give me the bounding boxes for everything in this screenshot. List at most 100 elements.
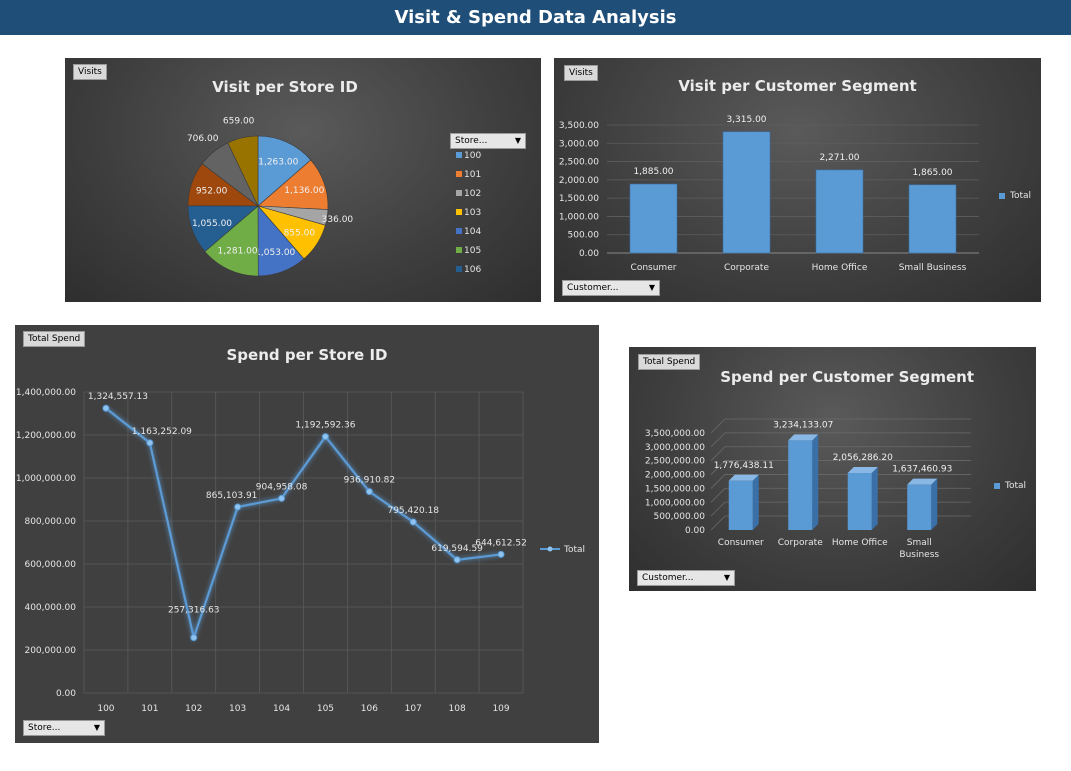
y-tick-label: 0.00 [56, 689, 76, 699]
x-tick-label: Small [907, 538, 932, 548]
gridline [710, 432, 971, 448]
y-tick-label: 3,000.00 [559, 139, 599, 149]
visits-field-button[interactable]: Visits [564, 65, 598, 81]
dropdown-arrow-icon: ▼ [93, 723, 100, 732]
data-point-104 [278, 494, 286, 502]
legend-label-101: 101 [464, 170, 481, 180]
y-tick-label: 2,000,000.00 [645, 471, 705, 481]
pie-data-label: 855.00 [284, 228, 316, 238]
x-tick-label: 103 [229, 704, 246, 714]
pie-data-label: 952.00 [196, 186, 228, 196]
bar-data-label: 3,315.00 [726, 115, 766, 125]
y-tick-label: 800,000.00 [24, 517, 76, 527]
spend-per-store-chart: 0.00 200,000.00 400,000.00 600,000.00 800,00… [15, 325, 599, 743]
bar-consumer [728, 480, 753, 530]
store-filter-dropdown[interactable]: Store... ▼ [23, 720, 105, 736]
data-point-108 [453, 556, 461, 564]
gridline [710, 487, 971, 503]
pie-data-label: 1,263.00 [258, 157, 298, 167]
x-tick-label: 106 [361, 704, 378, 714]
spend-per-store-plot: 0.00 200,000.00 400,000.00 600,000.00 800,00… [16, 388, 585, 714]
store-filter-label: Store... [28, 723, 61, 733]
pie-data-label: 1,055.00 [192, 219, 232, 229]
legend-label: Total [1010, 191, 1032, 201]
data-point-105 [321, 433, 329, 441]
legend-label-106: 106 [464, 265, 481, 275]
legend-swatch [999, 192, 1005, 199]
x-tick-label: Business [899, 550, 939, 560]
bar-home-office [847, 473, 872, 530]
legend-label-105: 105 [464, 246, 481, 256]
pie-slice-105 [204, 205, 259, 277]
y-tick-label: 0.00 [685, 526, 705, 536]
legend-swatch [456, 228, 462, 234]
bar-side-small-business [931, 478, 938, 530]
visit-per-store-chart: 1,263.00 1,136.00 336.00 855.00 1,053.00 1,28… [65, 58, 541, 302]
legend-swatch [456, 266, 462, 272]
customer-filter-dropdown[interactable]: Customer... ▼ [562, 280, 660, 296]
store-filter-dropdown[interactable]: Store... ▼ [450, 133, 526, 149]
bar-data-label: 2,271.00 [819, 153, 859, 163]
bar-home-office [815, 169, 864, 254]
line-data-label: 795,420.18 [387, 506, 439, 516]
total-spend-field-button[interactable]: Total Spend [23, 331, 86, 347]
bar-data-label: 1,776,438.11 [714, 461, 774, 471]
y-tick-label: 3,000,000.00 [645, 443, 705, 453]
x-tick-label: 109 [492, 704, 509, 714]
gridline [710, 460, 971, 475]
bar-data-label: 1,865.00 [912, 168, 952, 178]
legend-swatch [456, 152, 462, 158]
x-tick-label: Consumer [631, 263, 677, 273]
bar-top-corporate [788, 434, 819, 441]
data-point-102 [190, 634, 198, 642]
y-tick-label: 2,000.00 [559, 176, 599, 186]
dashboard-title: Visit & Spend Data Analysis [0, 0, 1071, 35]
y-tick-label: 1,200,000.00 [16, 431, 76, 441]
series-line-total [105, 407, 502, 642]
bar-small-business [907, 484, 932, 530]
y-tick-label: 1,000.00 [559, 212, 599, 222]
x-tick-label: 107 [405, 704, 422, 714]
y-tick-label: 2,500,000.00 [645, 457, 705, 467]
legend-label-103: 103 [464, 208, 481, 218]
gridline [710, 501, 971, 517]
bar-data-label: 3,234,133.07 [773, 420, 833, 430]
line-data-label: 936,910.82 [344, 476, 396, 486]
total-spend-field-button[interactable]: Total Spend [638, 354, 701, 370]
y-tick-label: 500,000.00 [653, 512, 705, 522]
customer-filter-dropdown[interactable]: Customer... ▼ [637, 570, 735, 586]
bar-top-consumer [728, 474, 759, 481]
bar-top-small-business [907, 478, 938, 485]
y-tick-label: 3,500.00 [559, 121, 599, 131]
dropdown-arrow-icon: ▼ [514, 136, 521, 145]
bar-corporate [788, 440, 813, 530]
line-data-label: 1,192,592.36 [295, 421, 355, 431]
x-tick-label: 101 [141, 704, 158, 714]
legend-item-total: Total [999, 191, 1031, 201]
x-tick-label: 100 [97, 704, 114, 714]
visits-field-button[interactable]: Visits [73, 64, 107, 80]
y-tick-label: 600,000.00 [24, 560, 76, 570]
legend-item-total: Total [994, 481, 1026, 491]
line-data-label: 1,324,557.13 [88, 392, 148, 402]
x-tick-label: Home Office [832, 538, 888, 548]
data-point-101 [146, 439, 154, 447]
legend-label: Total [1005, 481, 1027, 491]
legend-swatch [456, 209, 462, 215]
data-point-106 [365, 488, 373, 496]
pie-data-label: 659.00 [223, 117, 255, 127]
line-data-label: 644,612.52 [475, 538, 527, 548]
line-data-label: 1,163,252.09 [132, 427, 192, 437]
x-tick-label: Home Office [812, 263, 868, 273]
y-tick-label: 1,400,000.00 [16, 388, 76, 398]
bar-side-corporate [812, 434, 819, 530]
x-tick-label: Small Business [899, 263, 967, 273]
y-tick-label: 3,500,000.00 [645, 429, 705, 439]
y-tick-label: 400,000.00 [24, 603, 76, 613]
bar-data-label: 2,056,286.20 [833, 453, 893, 463]
line-data-label: 904,958.08 [256, 482, 308, 492]
pie-data-label: 1,136.00 [284, 186, 324, 196]
legend-label-total: Total [563, 545, 585, 555]
gridline [710, 515, 971, 531]
customer-filter-label: Customer... [567, 283, 619, 293]
